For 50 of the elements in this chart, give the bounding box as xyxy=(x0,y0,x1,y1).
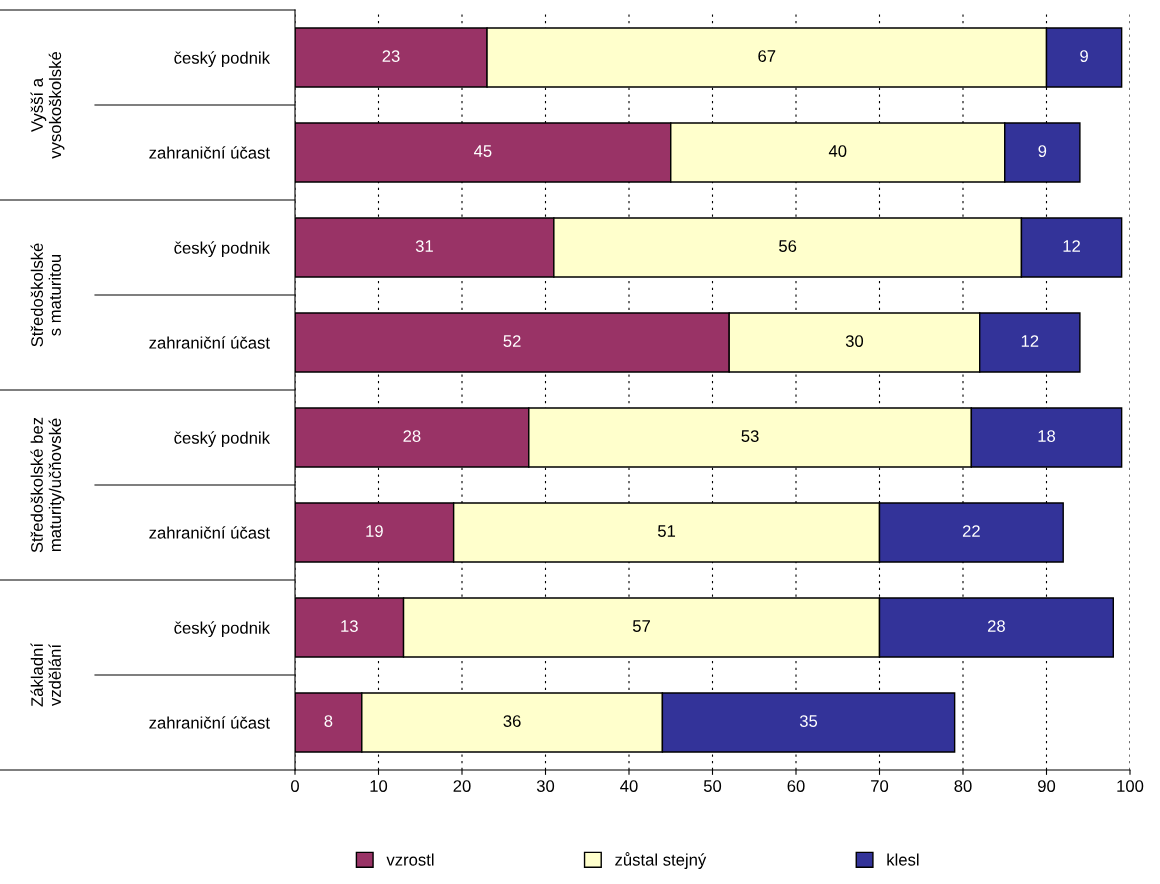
x-tick-label: 60 xyxy=(787,780,805,792)
data-label: 23 xyxy=(382,50,400,62)
y-tick-label: český podnik xyxy=(174,621,271,638)
data-label: 8 xyxy=(324,715,333,727)
data-label: 9 xyxy=(1080,50,1088,62)
data-label: 22 xyxy=(962,525,980,537)
data-label: 18 xyxy=(1038,430,1056,442)
text: Vyšší a vysokoškolské xyxy=(30,52,65,159)
x-tick-label: 10 xyxy=(370,780,388,792)
data-label: 12 xyxy=(1063,240,1080,252)
data-label: 35 xyxy=(799,715,818,727)
text: Základní vzdělání xyxy=(30,643,61,707)
data-label: 56 xyxy=(779,240,797,252)
data-label: 51 xyxy=(657,525,676,537)
data-label: 9 xyxy=(1038,145,1047,157)
y-tick-label: zahraniční účast xyxy=(149,146,270,159)
legend-label: zůstal stejný xyxy=(615,852,707,869)
x-tick-label: 90 xyxy=(1038,780,1056,792)
y-tick-label: český podnik xyxy=(174,241,271,258)
data-label: 28 xyxy=(987,620,1005,632)
data-label: 19 xyxy=(366,525,383,537)
x-tick-label: 80 xyxy=(954,780,972,792)
text: Středoškolské s maturitou xyxy=(30,243,61,347)
x-tick-label: 0 xyxy=(291,780,299,792)
legend-label: vzrostl xyxy=(386,853,434,866)
data-label: 40 xyxy=(828,145,847,157)
y-tick-label: zahraniční účast xyxy=(149,336,270,349)
data-label: 31 xyxy=(415,240,433,252)
data-label: 12 xyxy=(1021,335,1039,347)
data-label: 67 xyxy=(758,50,776,62)
data-label: 45 xyxy=(473,145,492,157)
text: Středoškolské bez maturity/učňovské xyxy=(30,417,65,553)
legend-label: klesl xyxy=(887,853,919,866)
y-tick-label: český podnik xyxy=(174,51,271,68)
x-tick-label: 30 xyxy=(536,780,555,792)
data-label: 28 xyxy=(403,430,421,442)
y-tick-label: zahraniční účast xyxy=(149,716,270,729)
data-label: 36 xyxy=(503,715,521,727)
data-label: 13 xyxy=(341,620,358,632)
x-tick-label: 20 xyxy=(453,780,471,792)
y-tick-label: zahraniční účast xyxy=(149,526,270,539)
data-label: 52 xyxy=(503,335,521,347)
x-tick-label: 50 xyxy=(703,780,722,792)
data-label: 30 xyxy=(845,335,864,347)
x-tick-label: 70 xyxy=(871,780,889,792)
x-tick-label: 100 xyxy=(1117,780,1144,792)
x-tick-label: 40 xyxy=(620,780,638,792)
data-label: 57 xyxy=(632,620,650,632)
y-tick-label: český podnik xyxy=(174,431,271,448)
data-label: 53 xyxy=(741,430,759,442)
